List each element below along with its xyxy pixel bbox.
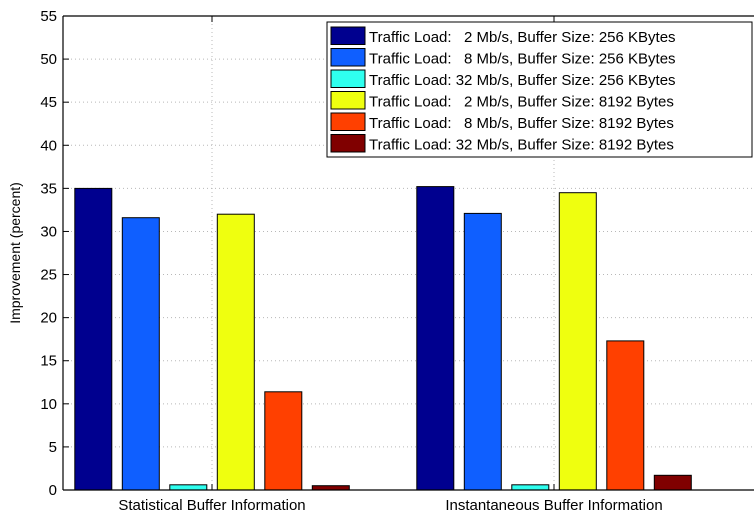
bar [311, 485, 350, 491]
y-tick-label: 35 [40, 180, 57, 197]
legend-swatch [330, 91, 366, 110]
y-tick-label: 0 [49, 482, 57, 499]
legend-swatch [330, 48, 366, 67]
y-tick-label: 15 [40, 353, 57, 370]
y-tick-labels: 0 5 10 15 20 25 30 35 40 45 50 55 [40, 8, 57, 499]
y-axis-label: Improvement (percent) [7, 182, 23, 324]
legend-label: Traffic Load: 2 Mb/s, Buffer Size: 256 K… [369, 29, 676, 46]
bar [511, 484, 550, 491]
bar [463, 212, 502, 491]
x-tick-label: Statistical Buffer Information [118, 497, 305, 514]
y-tick-label: 30 [40, 223, 57, 240]
bar [216, 213, 255, 491]
x-tick-label: Instantaneous Buffer Information [445, 497, 662, 514]
legend-swatch [330, 69, 366, 88]
y-tick-label: 10 [40, 396, 57, 413]
bar [558, 192, 597, 491]
legend-label: Traffic Load: 8 Mb/s, Buffer Size: 256 K… [369, 51, 676, 68]
legend-label: Traffic Load: 32 Mb/s, Buffer Size: 8192… [369, 137, 674, 154]
legend: Traffic Load: 2 Mb/s, Buffer Size: 256 K… [326, 21, 753, 158]
y-tick-label: 20 [40, 310, 57, 327]
legend-box [326, 21, 753, 158]
bar [121, 217, 160, 491]
bar [606, 340, 645, 491]
y-tick-label: 40 [40, 137, 57, 154]
y-tick-label: 5 [49, 439, 57, 456]
legend-swatch [330, 134, 366, 153]
y-tick-label: 45 [40, 94, 57, 111]
legend-label: Traffic Load: 32 Mb/s, Buffer Size: 256 … [369, 72, 676, 89]
bar [74, 187, 113, 491]
legend-swatch [330, 26, 366, 45]
bar [169, 484, 208, 491]
x-tick-labels: Statistical Buffer Information Instantane… [118, 497, 662, 514]
y-tick-label: 25 [40, 267, 57, 284]
legend-label: Traffic Load: 2 Mb/s, Buffer Size: 8192 … [369, 94, 674, 111]
legend-label: Traffic Load: 8 Mb/s, Buffer Size: 8192 … [369, 115, 674, 132]
y-tick-label: 55 [40, 8, 57, 25]
bar [653, 474, 692, 491]
axes [62, 15, 754, 491]
bars [74, 186, 692, 491]
bar [416, 186, 455, 491]
legend-swatch [330, 112, 366, 131]
bar [264, 391, 303, 491]
y-tick-label: 50 [40, 51, 57, 68]
